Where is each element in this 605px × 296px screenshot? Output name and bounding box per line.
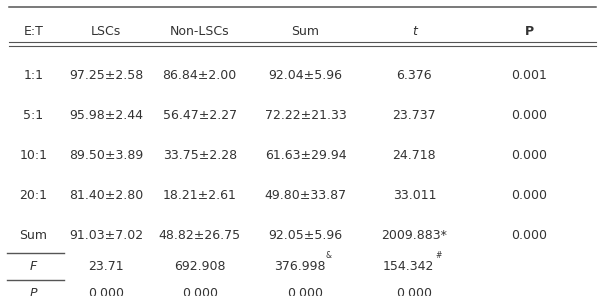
Text: 33.011: 33.011 <box>393 189 436 202</box>
Text: 24.718: 24.718 <box>393 149 436 162</box>
Text: 49.80±33.87: 49.80±33.87 <box>264 189 347 202</box>
Text: Sum: Sum <box>19 229 47 242</box>
Text: E:T: E:T <box>24 25 43 38</box>
Text: 23.71: 23.71 <box>88 260 123 274</box>
Text: 23.737: 23.737 <box>393 109 436 122</box>
Text: F: F <box>30 260 37 274</box>
Text: 97.25±2.58: 97.25±2.58 <box>69 69 143 82</box>
Text: 0.000: 0.000 <box>396 287 433 296</box>
Text: Non-LSCs: Non-LSCs <box>170 25 229 38</box>
Text: P: P <box>525 25 534 38</box>
Text: P: P <box>30 287 37 296</box>
Text: 72.22±21.33: 72.22±21.33 <box>264 109 347 122</box>
Text: 0.000: 0.000 <box>511 229 548 242</box>
Text: 95.98±2.44: 95.98±2.44 <box>69 109 143 122</box>
Text: 2009.883*: 2009.883* <box>382 229 447 242</box>
Text: 5:1: 5:1 <box>23 109 44 122</box>
Text: 0.000: 0.000 <box>511 189 548 202</box>
Text: 692.908: 692.908 <box>174 260 226 274</box>
Text: 376.998: 376.998 <box>273 260 325 274</box>
Text: 0.000: 0.000 <box>287 287 324 296</box>
Text: Sum: Sum <box>292 25 319 38</box>
Text: 18.21±2.61: 18.21±2.61 <box>163 189 237 202</box>
Text: 86.84±2.00: 86.84±2.00 <box>163 69 237 82</box>
Text: #: # <box>436 251 442 260</box>
Text: 1:1: 1:1 <box>23 69 44 82</box>
Text: 61.63±29.94: 61.63±29.94 <box>265 149 346 162</box>
Text: 0.001: 0.001 <box>511 69 548 82</box>
Text: 0.000: 0.000 <box>511 109 548 122</box>
Text: 56.47±2.27: 56.47±2.27 <box>163 109 237 122</box>
Text: 48.82±26.75: 48.82±26.75 <box>159 229 241 242</box>
Text: 92.05±5.96: 92.05±5.96 <box>269 229 342 242</box>
Text: t: t <box>412 25 417 38</box>
Text: 154.342: 154.342 <box>383 260 434 274</box>
Text: 10:1: 10:1 <box>19 149 47 162</box>
Text: 20:1: 20:1 <box>19 189 47 202</box>
Text: 6.376: 6.376 <box>397 69 432 82</box>
Text: 0.000: 0.000 <box>182 287 218 296</box>
Text: 33.75±2.28: 33.75±2.28 <box>163 149 237 162</box>
Text: 91.03±7.02: 91.03±7.02 <box>69 229 143 242</box>
Text: 81.40±2.80: 81.40±2.80 <box>69 189 143 202</box>
Text: LSCs: LSCs <box>91 25 121 38</box>
Text: 89.50±3.89: 89.50±3.89 <box>69 149 143 162</box>
Text: 0.000: 0.000 <box>511 149 548 162</box>
Text: &: & <box>325 251 332 260</box>
Text: 92.04±5.96: 92.04±5.96 <box>269 69 342 82</box>
Text: 0.000: 0.000 <box>88 287 124 296</box>
